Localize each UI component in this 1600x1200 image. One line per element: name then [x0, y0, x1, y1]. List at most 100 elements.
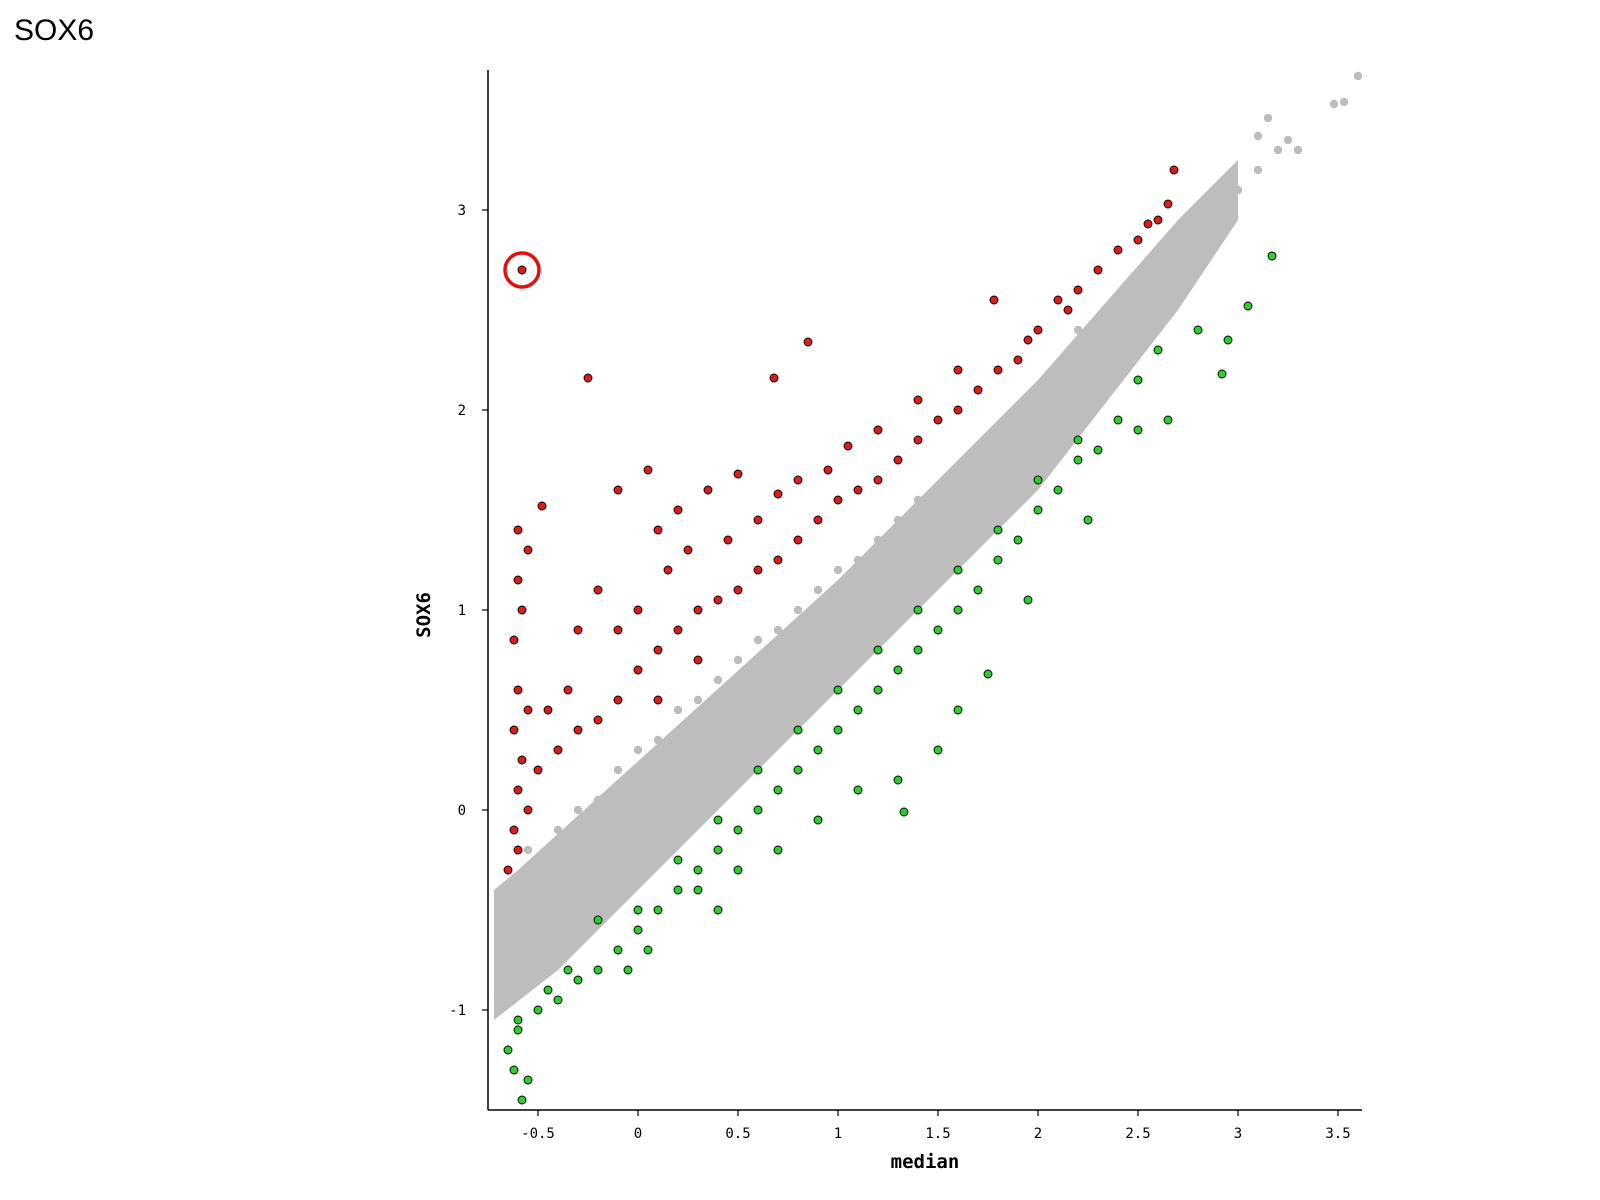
down-point — [713, 815, 723, 825]
not-significant-point — [1353, 71, 1363, 81]
y-ticks: -1 0 1 2 3 — [449, 203, 488, 1019]
up-point — [933, 415, 943, 425]
up-point — [813, 515, 823, 525]
up-point — [1143, 219, 1153, 229]
y-tick-label: -1 — [449, 1003, 466, 1019]
down-point — [913, 645, 923, 655]
grey-band — [494, 160, 1238, 1020]
not-significant-point — [1283, 135, 1293, 145]
not-significant-point — [1213, 205, 1223, 215]
down-point — [899, 807, 909, 817]
up-point — [653, 645, 663, 655]
up-point — [523, 705, 533, 715]
not-significant-point — [1233, 185, 1243, 195]
up-point — [593, 585, 603, 595]
up-point — [683, 545, 693, 555]
up-point — [513, 525, 523, 535]
down-point — [563, 965, 573, 975]
down-point — [1217, 369, 1227, 379]
up-point — [663, 565, 673, 575]
down-point — [1073, 435, 1083, 445]
down-point — [793, 765, 803, 775]
up-point — [993, 365, 1003, 375]
down-point — [973, 585, 983, 595]
not-significant-point — [773, 625, 783, 635]
not-significant-point — [933, 485, 943, 495]
down-point — [933, 745, 943, 755]
not-significant-point — [813, 585, 823, 595]
down-point — [553, 995, 563, 1005]
not-significant-point — [497, 945, 507, 955]
x-tick-label: 0.5 — [725, 1126, 750, 1142]
down-point — [593, 965, 603, 975]
not-significant-point — [1339, 97, 1349, 107]
down-point — [1033, 505, 1043, 515]
up-point — [803, 337, 813, 347]
up-point — [513, 845, 523, 855]
up-point — [913, 435, 923, 445]
points-layer — [493, 71, 1363, 1105]
not-significant-point — [1053, 375, 1063, 385]
x-tick-label: 3.5 — [1325, 1126, 1350, 1142]
up-point — [573, 625, 583, 635]
up-point — [733, 585, 743, 595]
x-tick-label: 0 — [634, 1126, 642, 1142]
down-point — [1083, 515, 1093, 525]
down-point — [953, 705, 963, 715]
down-point — [773, 845, 783, 855]
up-point — [753, 565, 763, 575]
down-point — [733, 825, 743, 835]
down-point — [983, 669, 993, 679]
up-point — [633, 665, 643, 675]
up-point — [563, 685, 573, 695]
down-point — [633, 925, 643, 935]
up-point — [723, 535, 733, 545]
up-point — [843, 441, 853, 451]
up-point — [593, 715, 603, 725]
down-point — [1133, 375, 1143, 385]
down-point — [733, 865, 743, 875]
down-point — [633, 905, 643, 915]
down-point — [623, 965, 633, 975]
not-significant-point — [553, 825, 563, 835]
down-point — [873, 645, 883, 655]
up-point — [1169, 165, 1179, 175]
up-point — [523, 545, 533, 555]
up-point — [873, 425, 883, 435]
not-significant-point — [1073, 325, 1083, 335]
down-point — [853, 785, 863, 795]
not-significant-point — [1293, 145, 1303, 155]
up-point — [643, 465, 653, 475]
not-significant-point — [1263, 113, 1273, 123]
not-significant-point — [913, 495, 923, 505]
down-point — [523, 1075, 533, 1085]
not-significant-point — [873, 535, 883, 545]
x-tick-label: 2 — [1034, 1126, 1042, 1142]
down-point — [1113, 415, 1123, 425]
down-point — [517, 1095, 527, 1105]
not-significant-point — [853, 555, 863, 565]
down-point — [713, 905, 723, 915]
up-point — [793, 535, 803, 545]
not-significant-point — [513, 925, 523, 935]
not-significant-point — [1033, 395, 1043, 405]
highlight-ring — [503, 251, 541, 289]
down-point — [953, 605, 963, 615]
not-significant-point — [673, 705, 683, 715]
up-point — [613, 695, 623, 705]
not-significant-point — [653, 735, 663, 745]
up-point — [753, 515, 763, 525]
up-point — [533, 765, 543, 775]
up-point — [953, 405, 963, 415]
up-point — [989, 295, 999, 305]
x-axis-label: median — [891, 1151, 960, 1173]
up-point — [1053, 295, 1063, 305]
down-point — [643, 945, 653, 955]
down-point — [813, 745, 823, 755]
not-significant-point — [693, 695, 703, 705]
not-significant-point — [533, 905, 543, 915]
not-significant-point — [1113, 315, 1123, 325]
not-significant-point — [573, 805, 583, 815]
down-point — [1163, 415, 1173, 425]
up-point — [1093, 265, 1103, 275]
